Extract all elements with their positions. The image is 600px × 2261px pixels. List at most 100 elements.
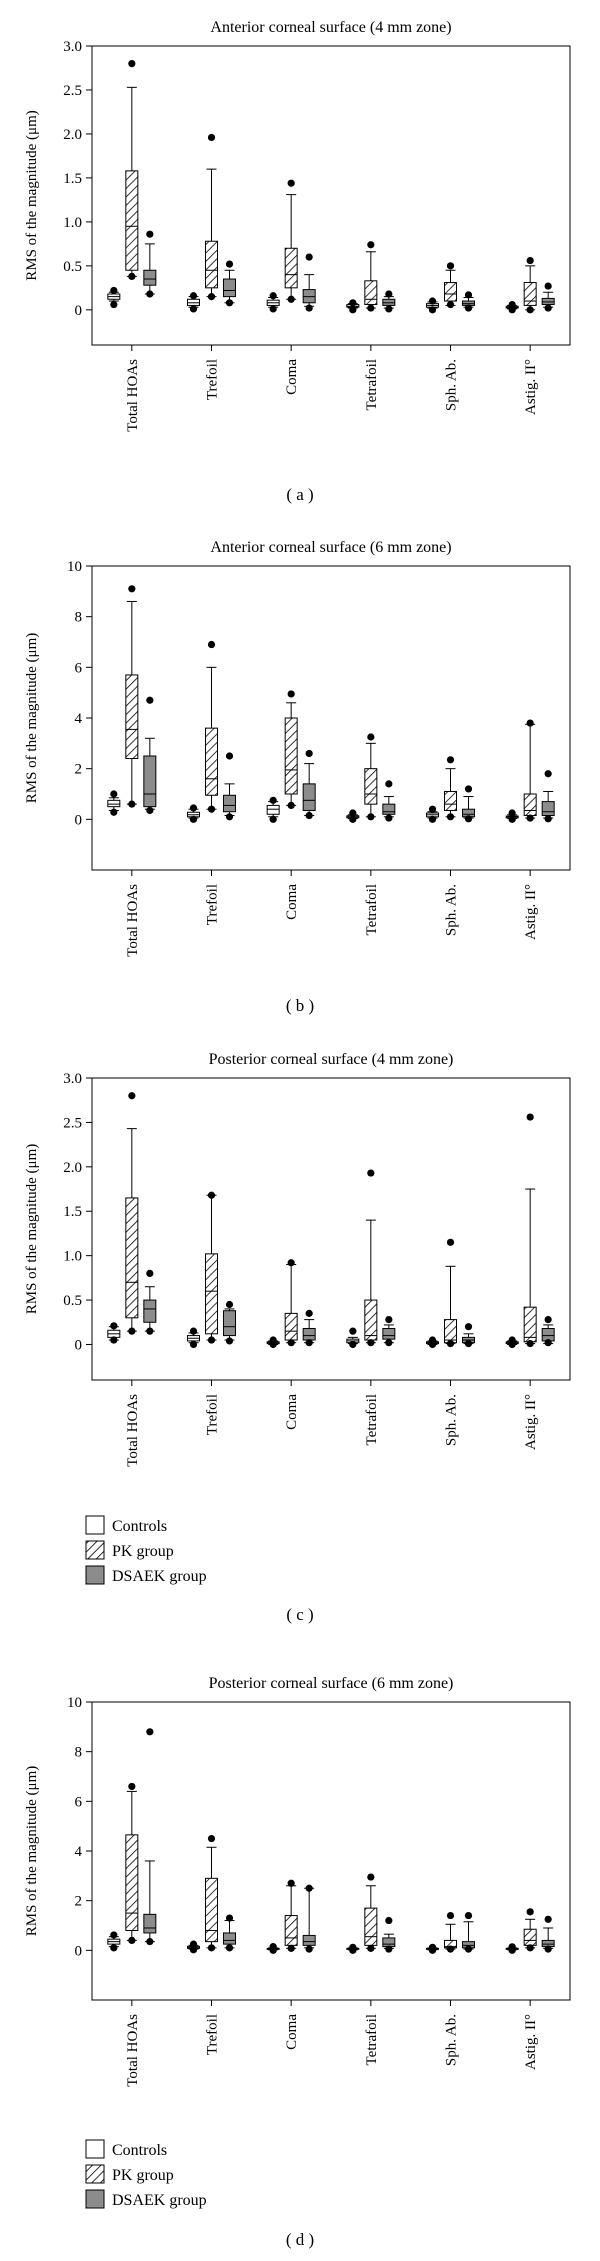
legend-swatch-dsaek <box>85 1565 105 1585</box>
box-dsaek-tetrafoil <box>382 290 396 313</box>
panel-label: ( d ) <box>286 2230 314 2249</box>
box-controls-tetrafoil <box>346 299 360 314</box>
outlier-point <box>464 1323 473 1331</box>
legend-label-dsaek: DSAEK group <box>112 1568 207 1585</box>
outlier-point <box>446 1911 455 1920</box>
legend-label-pk: PK group <box>112 2167 174 2184</box>
box-iqr <box>143 269 157 286</box>
box-pk-astig-ii <box>523 1908 537 1952</box>
panel-label: ( b ) <box>286 996 314 1015</box>
outlier-point <box>225 813 234 821</box>
outlier-point <box>225 260 234 268</box>
legend: Controls PK group DSAEK group <box>85 1515 207 1585</box>
outlier-point <box>526 1944 534 1952</box>
box-pk-coma <box>284 690 298 810</box>
category-label-trefoil: Trefoil <box>205 1394 221 1435</box>
box-iqr <box>205 727 218 796</box>
outlier-point <box>464 1945 473 1953</box>
outlier-point <box>544 770 552 778</box>
outlier-point <box>464 815 473 823</box>
box-pk-tetrafoil <box>364 1169 378 1347</box>
box-controls-trefoil <box>187 292 200 313</box>
outlier-point <box>385 1316 393 1324</box>
category-label-trefoil: Trefoil <box>205 359 221 400</box>
box-pk-coma <box>284 1259 298 1347</box>
outlier-point <box>207 293 216 301</box>
box-iqr <box>541 1327 555 1342</box>
box-iqr <box>284 1915 298 1946</box>
y-tick-label: 0.5 <box>63 259 82 275</box>
outlier-point <box>146 1269 154 1278</box>
outlier-point <box>367 1339 375 1347</box>
y-axis-label: RMS of the magnitude (μm) <box>24 633 40 804</box>
outlier-point <box>367 304 375 312</box>
outlier-point <box>428 1943 437 1951</box>
outlier-point <box>225 1944 234 1952</box>
y-tick-label: 2.5 <box>63 83 82 99</box>
outlier-point <box>349 1943 357 1951</box>
outlier-point <box>269 305 277 313</box>
y-axis-label: RMS of the magnitude (μm) <box>24 1766 40 1937</box>
outlier-point <box>128 1936 136 1944</box>
outlier-point <box>269 796 277 804</box>
y-tick-label: 6 <box>75 1794 83 1810</box>
box-dsaek-astig-ii <box>541 1915 555 1953</box>
outlier-point <box>128 1327 136 1335</box>
box-controls-coma <box>266 1943 280 1954</box>
outlier-point <box>305 1309 313 1317</box>
outlier-point <box>207 1191 216 1199</box>
y-tick-label: 4 <box>75 711 83 727</box>
outlier-point <box>287 1879 295 1887</box>
box-iqr <box>364 1907 378 1946</box>
box-pk-astig-ii <box>523 256 537 314</box>
box-iqr <box>205 1877 218 1943</box>
category-label-trefoil: Trefoil <box>205 884 221 925</box>
outlier-point <box>526 1339 534 1348</box>
y-tick-label: 0 <box>75 1337 83 1353</box>
box-pk-sph-ab <box>444 1238 457 1348</box>
category-label-total-hoas: Total HOAs <box>125 884 141 957</box>
chart-panel-b: Anterior corneal surface (6 mm zone) 0 2 4 6… <box>24 539 571 1015</box>
outlier-point <box>146 1728 154 1736</box>
outlier-point <box>446 1339 455 1348</box>
box-pk-tetrafoil <box>364 733 378 821</box>
box-iqr <box>302 1327 316 1341</box>
box-dsaek-tetrafoil <box>382 780 396 822</box>
outlier-point <box>110 300 118 309</box>
box-controls-astig-ii <box>505 1943 519 1954</box>
box-iqr <box>223 1932 236 1945</box>
category-label-total-hoas: Total HOAs <box>125 359 141 432</box>
box-iqr <box>302 1934 316 1946</box>
outlier-point <box>189 1946 198 1954</box>
outlier-point <box>385 290 393 298</box>
box-iqr <box>125 170 139 271</box>
outlier-point <box>305 811 313 820</box>
outlier-point <box>349 299 357 307</box>
outlier-point <box>526 1908 534 1916</box>
outlier-point <box>464 291 473 299</box>
y-axis-label: RMS of the magnitude (μm) <box>24 1144 40 1315</box>
box-dsaek-sph-ab <box>462 291 475 312</box>
category-label-sph-ab: Sph. Ab. <box>444 359 460 411</box>
outlier-point <box>146 1938 154 1946</box>
box-dsaek-tetrafoil <box>382 1916 396 1953</box>
outlier-point <box>128 59 136 68</box>
outlier-point <box>367 733 375 741</box>
y-tick-label: 10 <box>67 559 82 575</box>
box-dsaek-sph-ab <box>462 785 475 823</box>
outlier-point <box>349 809 357 817</box>
box-pk-total-hoas <box>125 1092 139 1335</box>
box-iqr <box>541 801 555 817</box>
y-tick-label: 2 <box>75 762 83 778</box>
outlier-point <box>305 253 313 261</box>
outlier-point <box>305 304 313 312</box>
box-pk-total-hoas <box>125 59 139 281</box>
outlier-point <box>146 230 154 238</box>
box-dsaek-total-hoas <box>143 230 157 298</box>
box-iqr <box>107 799 121 808</box>
box-dsaek-astig-ii <box>541 1316 555 1347</box>
outlier-point <box>446 813 455 821</box>
box-iqr <box>523 1928 537 1946</box>
box-controls-sph-ab <box>426 805 439 823</box>
outlier-point <box>305 1339 313 1347</box>
